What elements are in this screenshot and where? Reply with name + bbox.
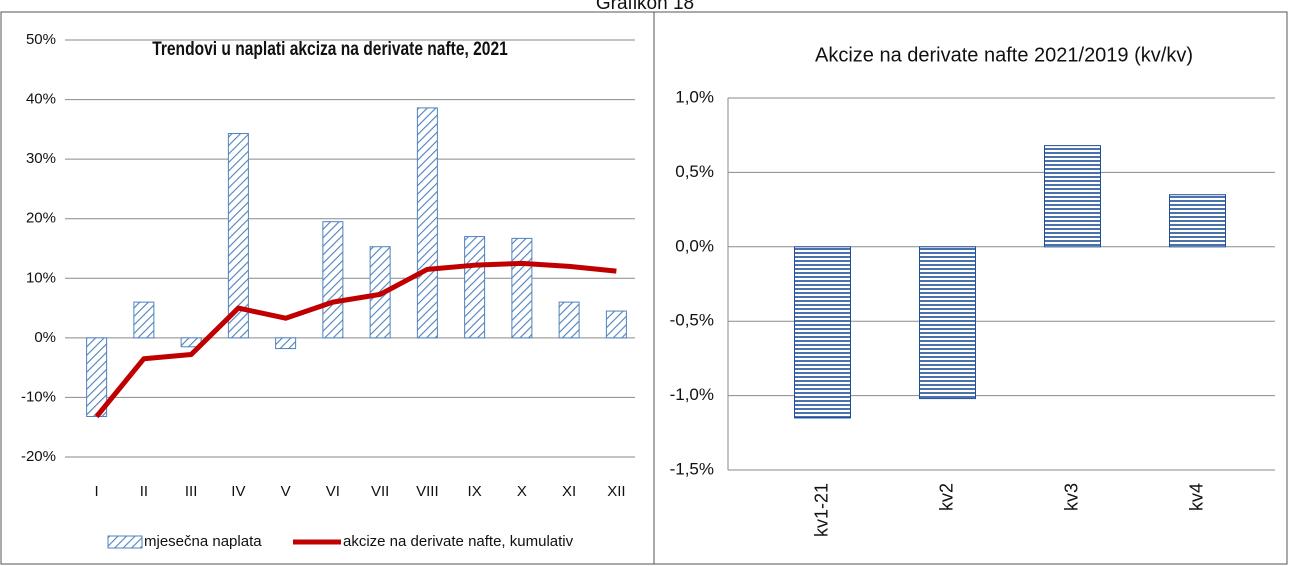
x-tick-label: VI <box>326 483 340 500</box>
bar <box>275 337 297 350</box>
bar <box>1169 194 1226 248</box>
frame <box>653 11 1288 565</box>
x-tick-label: kv1-21 <box>811 483 831 537</box>
x-tick-label: kv3 <box>1061 483 1081 511</box>
x-tick-label: IV <box>231 483 245 500</box>
bar <box>794 246 851 419</box>
y-tick-label: 20% <box>26 210 56 227</box>
bar <box>511 237 533 339</box>
x-tick-label: V <box>281 483 291 500</box>
x-tick-label: VII <box>371 483 389 500</box>
y-tick-label: 50% <box>26 31 56 48</box>
y-tick-label: 1,0% <box>675 87 714 106</box>
bar <box>1044 145 1101 248</box>
x-tick-label: II <box>140 483 148 500</box>
chart-title: Trendovi u naplati akciza na derivate na… <box>152 38 508 60</box>
x-tick-label: XI <box>562 483 576 500</box>
bar <box>558 301 580 339</box>
bar <box>133 301 155 339</box>
y-tick-label: 10% <box>26 269 56 286</box>
legend-label: mjesečna naplata <box>144 533 262 550</box>
bar <box>322 221 344 339</box>
y-tick-label: -1,5% <box>670 459 714 478</box>
y-tick-label: 30% <box>26 150 56 167</box>
y-tick-label: 0,5% <box>675 162 714 181</box>
bar <box>919 246 976 400</box>
legend-label: akcize na derivate nafte, kumulativ <box>343 533 574 550</box>
y-tick-label: -10% <box>21 388 56 405</box>
y-tick-label: 0% <box>34 329 56 346</box>
y-tick-label: 0,0% <box>675 236 714 255</box>
x-tick-label: III <box>185 483 198 500</box>
bar <box>416 107 438 339</box>
page-title: Grafikon 18 <box>596 0 694 14</box>
x-tick-label: IX <box>468 483 482 500</box>
line <box>94 260 617 419</box>
y-tick-label: -1,0% <box>670 385 714 404</box>
x-tick-label: VIII <box>416 483 439 500</box>
bar <box>464 236 486 339</box>
x-tick-label: kv4 <box>1186 483 1206 511</box>
x-tick-label: X <box>517 483 527 500</box>
bar <box>605 310 627 339</box>
y-tick-label: 40% <box>26 91 56 108</box>
x-tick-label: kv2 <box>936 483 956 511</box>
y-tick-label: -20% <box>21 448 56 465</box>
chart-title: Akcize na derivate nafte 2021/2019 (kv/k… <box>815 44 1193 66</box>
y-tick-label: -0,5% <box>670 311 714 330</box>
x-tick-label: XII <box>607 483 625 500</box>
legend-swatch <box>107 535 143 549</box>
bar <box>227 133 249 339</box>
x-tick-label: I <box>95 483 99 500</box>
